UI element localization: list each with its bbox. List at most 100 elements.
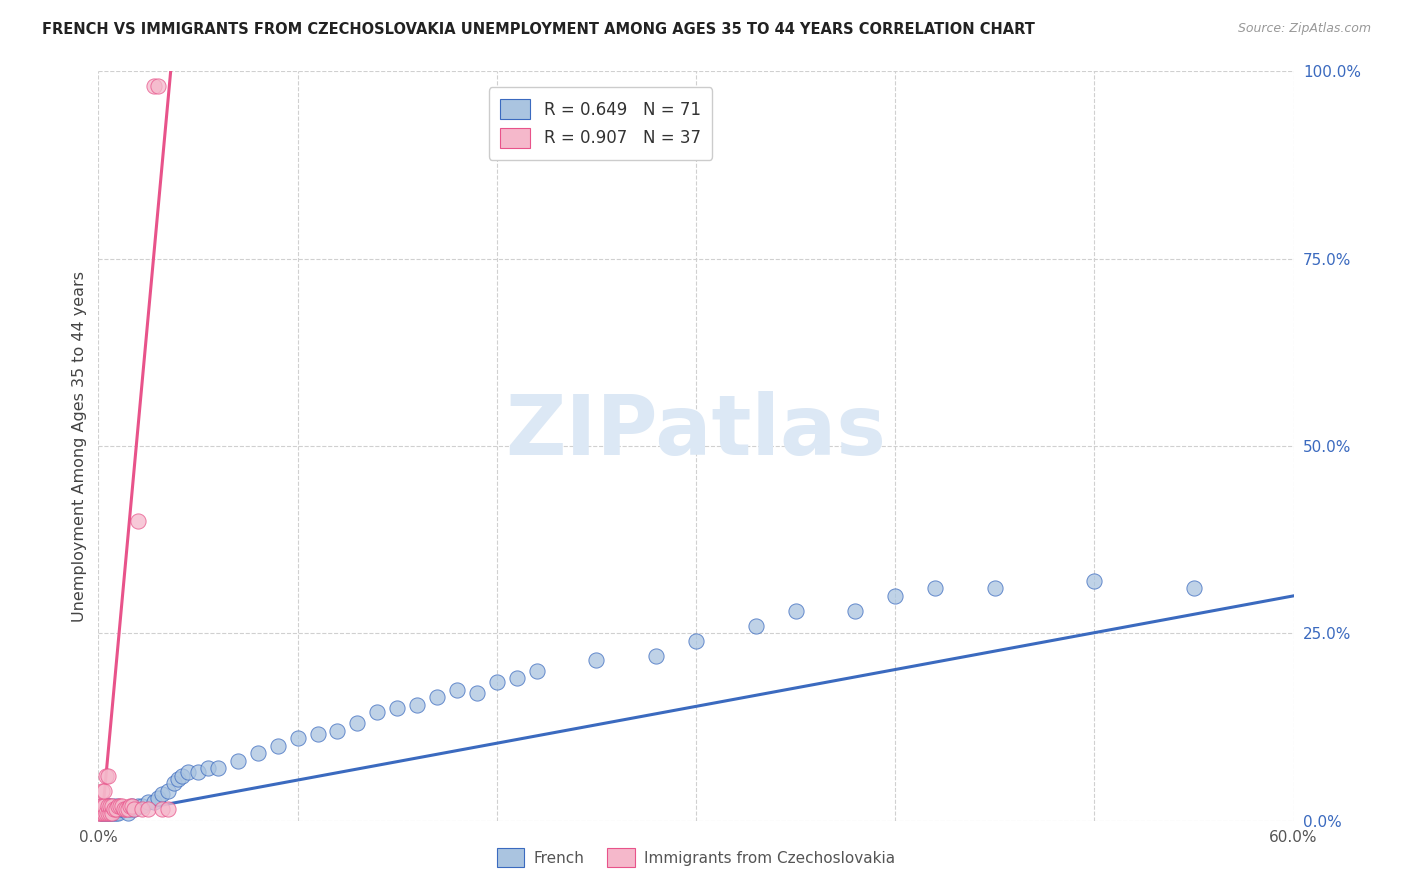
- Point: [465, 686, 488, 700]
- Point: [111, 802, 134, 816]
- Point: [157, 783, 180, 797]
- Text: ZIPatlas: ZIPatlas: [506, 391, 886, 472]
- Point: [91, 798, 114, 813]
- Point: [89, 802, 111, 816]
- Point: [101, 802, 124, 816]
- Point: [148, 791, 170, 805]
- Point: [101, 806, 124, 821]
- Point: [111, 798, 134, 813]
- Point: [101, 806, 124, 821]
- Point: [485, 675, 508, 690]
- Point: [97, 806, 120, 821]
- Point: [93, 783, 115, 797]
- Point: [187, 764, 209, 779]
- Point: [148, 79, 170, 94]
- Text: Source: ZipAtlas.com: Source: ZipAtlas.com: [1237, 22, 1371, 36]
- Point: [267, 739, 290, 753]
- Point: [1182, 582, 1205, 596]
- Point: [103, 798, 125, 813]
- Point: [121, 798, 143, 813]
- Point: [120, 802, 142, 816]
- Point: [89, 806, 111, 821]
- Point: [585, 652, 607, 666]
- Point: [97, 769, 120, 783]
- Point: [107, 806, 129, 821]
- Point: [150, 788, 173, 802]
- Point: [112, 802, 135, 816]
- Point: [103, 806, 125, 821]
- Point: [89, 806, 111, 821]
- Point: [93, 806, 115, 821]
- Point: [91, 783, 114, 797]
- Point: [924, 582, 946, 596]
- Point: [131, 798, 153, 813]
- Point: [246, 746, 269, 760]
- Point: [127, 798, 149, 813]
- Point: [97, 806, 120, 821]
- Point: [136, 802, 159, 816]
- Point: [136, 795, 159, 809]
- Point: [127, 514, 149, 528]
- Point: [506, 671, 529, 685]
- Point: [98, 806, 122, 821]
- Point: [326, 723, 349, 738]
- Y-axis label: Unemployment Among Ages 35 to 44 years: Unemployment Among Ages 35 to 44 years: [72, 270, 87, 622]
- Point: [98, 806, 122, 821]
- Point: [167, 772, 190, 787]
- Point: [884, 589, 907, 603]
- Point: [110, 802, 132, 816]
- Point: [117, 806, 139, 821]
- Point: [984, 582, 1007, 596]
- Point: [207, 761, 229, 775]
- Point: [287, 731, 309, 746]
- Point: [93, 798, 115, 813]
- Point: [96, 802, 118, 816]
- Point: [117, 802, 139, 816]
- Point: [685, 633, 707, 648]
- Point: [406, 698, 429, 712]
- Point: [96, 798, 118, 813]
- Point: [120, 798, 142, 813]
- Point: [98, 798, 122, 813]
- Point: [105, 802, 128, 816]
- Point: [307, 727, 329, 741]
- Point: [131, 802, 153, 816]
- Point: [785, 604, 807, 618]
- Point: [124, 802, 146, 816]
- Point: [150, 802, 173, 816]
- Point: [157, 802, 180, 816]
- Point: [91, 806, 114, 821]
- Point: [172, 769, 194, 783]
- Point: [143, 79, 166, 94]
- Point: [105, 806, 128, 821]
- Point: [89, 798, 111, 813]
- Point: [366, 705, 388, 719]
- Point: [426, 690, 449, 704]
- Point: [96, 806, 118, 821]
- Point: [346, 716, 368, 731]
- Point: [91, 798, 114, 813]
- Point: [745, 619, 768, 633]
- Point: [98, 798, 122, 813]
- Point: [163, 776, 186, 790]
- Point: [844, 604, 866, 618]
- Point: [143, 795, 166, 809]
- Point: [115, 802, 138, 816]
- Point: [93, 802, 115, 816]
- Point: [645, 648, 668, 663]
- Point: [110, 798, 132, 813]
- Point: [385, 701, 409, 715]
- Point: [121, 798, 143, 813]
- Text: FRENCH VS IMMIGRANTS FROM CZECHOSLOVAKIA UNEMPLOYMENT AMONG AGES 35 TO 44 YEARS : FRENCH VS IMMIGRANTS FROM CZECHOSLOVAKIA…: [42, 22, 1035, 37]
- Point: [93, 806, 115, 821]
- Point: [1083, 574, 1105, 588]
- Point: [107, 798, 129, 813]
- Point: [91, 806, 114, 821]
- Point: [103, 802, 125, 816]
- Point: [526, 664, 548, 678]
- Point: [177, 764, 200, 779]
- Point: [101, 798, 124, 813]
- Point: [226, 754, 249, 768]
- Point: [112, 802, 135, 816]
- Legend: French, Immigrants from Czechoslovakia: French, Immigrants from Czechoslovakia: [491, 842, 901, 873]
